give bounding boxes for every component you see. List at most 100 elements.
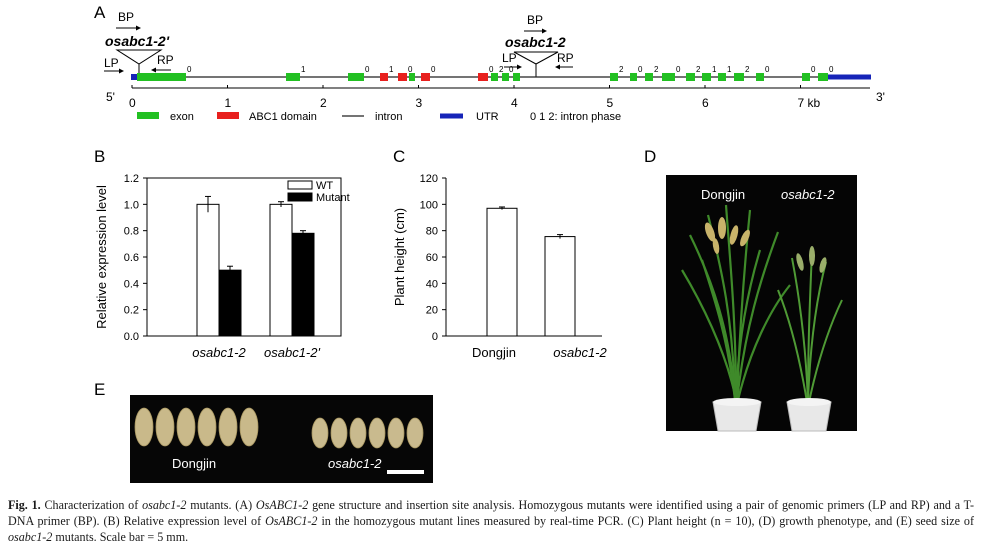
- insertion-label-left: osabc1-2': [105, 33, 170, 49]
- b-y-axis-label: Relative expression level: [94, 185, 109, 329]
- panel-c-label: C: [393, 147, 405, 166]
- intron-phase: 0: [509, 65, 514, 74]
- five-prime-label: 5': [106, 90, 115, 104]
- panel-b-label: B: [94, 147, 105, 166]
- plant-label-dongjin: Dongjin: [701, 187, 745, 202]
- legend-utr-swatch: [440, 113, 463, 119]
- caption-text: Characterization of: [40, 498, 143, 512]
- legend-exon-swatch: [137, 112, 159, 119]
- b-legend-wt-swatch: [287, 180, 313, 190]
- panel-a: A BP osabc1-2' LP RP BP osabc1-2 LP RP: [94, 3, 885, 123]
- panel-e: E Dongjin osabc1-2: [94, 380, 433, 483]
- legend-exon-label: exon: [170, 111, 194, 123]
- plant-photo-drawing: [681, 204, 843, 432]
- caption-gene: osabc1-2: [8, 530, 53, 545]
- b-bars: [196, 195, 315, 337]
- c-y-tick-label: 120: [420, 173, 438, 185]
- c-y-tick-label: 40: [426, 278, 438, 290]
- intron-phase: 0: [489, 65, 494, 74]
- c-x-label: osabc1-2: [553, 345, 607, 360]
- b-y-tick-label: 0.8: [124, 226, 139, 238]
- legend-intron-label: intron: [375, 111, 403, 123]
- intron-phase: 1: [389, 65, 394, 74]
- b-y-tick-label: 0.2: [124, 305, 139, 317]
- three-prime-label: 3': [876, 90, 885, 104]
- intron-phase: 0: [431, 65, 436, 74]
- b-y-tick-label: 0.0: [124, 331, 139, 343]
- c-y-tick-label: 80: [426, 226, 438, 238]
- b-bar-wt-1: [269, 203, 293, 337]
- b-y-ticks: 0.0 0.2 0.4 0.6 0.8 1.0 1.2: [124, 173, 147, 343]
- panel-e-label: E: [94, 380, 105, 399]
- intron-phase: 1: [301, 65, 306, 74]
- plant-label-mutant: osabc1-2: [781, 187, 835, 202]
- primer-rp-left: RP: [157, 53, 174, 67]
- b-bar-mutant-0: [218, 269, 242, 337]
- kb-tick-label: 5: [607, 96, 614, 110]
- legend-phase-label: 0 1 2: intron phase: [530, 111, 621, 123]
- intron-phase: 2: [745, 65, 750, 74]
- panel-b: B Relative expression level 0.0 0.2 0.4 0.6…: [94, 147, 350, 360]
- kb-tick-label: 2: [320, 96, 327, 110]
- seed-label-mutant: osabc1-2: [328, 456, 382, 471]
- kb-tick-label: 4: [511, 96, 518, 110]
- intron-phase: 0: [365, 65, 370, 74]
- b-x-label: osabc1-2: [192, 345, 246, 360]
- b-x-label: osabc1-2': [264, 345, 320, 360]
- intron-phase: 2: [499, 65, 504, 74]
- gene-legend: exon ABC1 domain intron UTR 0 1 2: intro…: [137, 111, 621, 123]
- utr-5: [131, 74, 137, 80]
- c-y-axis-label: Plant height (cm): [392, 208, 407, 306]
- c-bar-0: [486, 207, 518, 337]
- legend-utr-label: UTR: [476, 111, 499, 123]
- scale-bar: [387, 470, 424, 474]
- intron-phase: 0: [829, 65, 834, 74]
- intron-phase-numbers: 0 1 0 1 0 0 0 2 0 2 0 2 0 2 1 1 2 0 0 0: [187, 65, 834, 74]
- b-x-labels: osabc1-2 osabc1-2': [192, 345, 320, 360]
- intron-phase: 0: [765, 65, 770, 74]
- b-legend-mutant-swatch: [287, 192, 313, 202]
- intron-phase: 0: [408, 65, 413, 74]
- caption-text: in the homozygous mutant lines measured …: [317, 514, 975, 529]
- intron-phase: 0: [638, 65, 643, 74]
- primer-lp-left: LP: [104, 56, 119, 70]
- intron-phase: 2: [696, 65, 701, 74]
- b-legend-mutant: Mutant: [316, 192, 350, 204]
- panel-c: C Plant height (cm) 0 20 40 60 80 100 120 Dong…: [392, 147, 608, 360]
- kb-tick-label: 0: [129, 96, 136, 110]
- c-y-tick-label: 60: [426, 252, 438, 264]
- kb-tick-label: 1: [225, 96, 232, 110]
- intron-phase: 2: [619, 65, 624, 74]
- kb-tick-label: 3: [416, 96, 423, 110]
- primer-bp-right: BP: [527, 13, 543, 27]
- caption-text: mutants. Scale bar = 5 mm.: [52, 530, 189, 545]
- b-legend-wt: WT: [316, 180, 333, 192]
- panel-d: D: [644, 147, 857, 432]
- insertion-label-right: osabc1-2: [505, 34, 566, 50]
- intron-phase: 1: [712, 65, 717, 74]
- caption-fig-number: Fig. 1.: [8, 498, 41, 512]
- caption-gene: OsABC1-2: [255, 498, 309, 512]
- c-x-labels: Dongjin osabc1-2: [472, 345, 608, 360]
- intron-phase: 0: [187, 65, 192, 74]
- plant-photo: [666, 175, 857, 431]
- caption-text: mutants. (A): [186, 498, 256, 512]
- primer-lp-right: LP: [502, 51, 517, 65]
- legend-abc1-swatch: [217, 112, 239, 119]
- c-bar-1: [544, 236, 576, 337]
- exon-blocks: [137, 73, 828, 81]
- panel-a-label: A: [94, 3, 106, 22]
- c-y-tick-label: 0: [432, 331, 438, 343]
- c-y-ticks: 0 20 40 60 80 100 120: [420, 173, 446, 343]
- intron-phase: 1: [727, 65, 732, 74]
- intron-phase: 2: [654, 65, 659, 74]
- caption-gene: OsABC1-2: [265, 514, 318, 529]
- panel-d-label: D: [644, 147, 656, 166]
- kb-ticks: 0 1 2 3 4 5 6 7 kb: [129, 85, 821, 110]
- primer-bp-left: BP: [118, 10, 134, 24]
- tdna-insertion-left: [115, 49, 163, 65]
- utr-3: [826, 74, 871, 80]
- primer-rp-right: RP: [557, 51, 574, 65]
- caption-text: gene structure and insertion site analys…: [8, 498, 974, 529]
- c-x-label: Dongjin: [472, 345, 516, 360]
